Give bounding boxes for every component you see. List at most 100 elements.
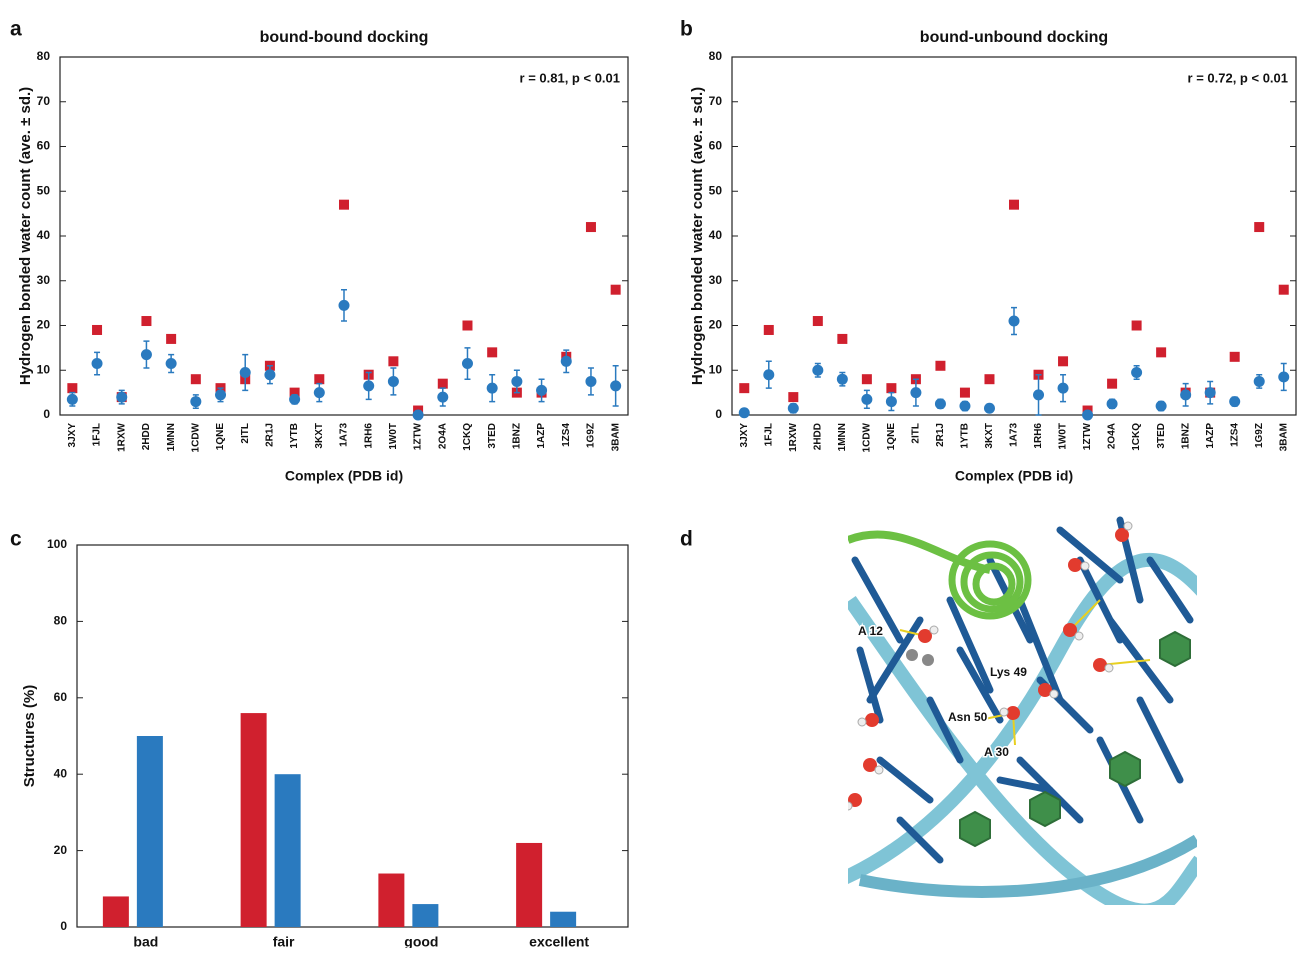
x-tick-label: 1ZS4 — [561, 423, 572, 447]
point-circle — [190, 396, 201, 407]
y-tick-label: 0 — [60, 919, 67, 933]
x-tick-label: 1W0T — [388, 423, 399, 450]
y-tick-label: 30 — [37, 273, 51, 287]
point-square — [788, 392, 798, 402]
point-circle — [1254, 376, 1265, 387]
y-tick-label: 20 — [37, 318, 51, 332]
point-circle — [437, 392, 448, 403]
y-tick-label: 70 — [709, 94, 723, 108]
x-tick-label: good — [404, 934, 438, 948]
x-tick-label: 1A73 — [339, 423, 350, 447]
point-circle — [363, 380, 374, 391]
point-circle — [1058, 383, 1069, 394]
point-circle — [215, 389, 226, 400]
x-tick-label: 1MNN — [837, 423, 848, 451]
point-square — [339, 200, 349, 210]
point-circle — [610, 380, 621, 391]
x-tick-label: 2R1J — [265, 423, 276, 447]
x-tick-label: 1G9Z — [1254, 423, 1265, 448]
point-square — [1230, 352, 1240, 362]
y-tick-label: 0 — [43, 407, 50, 421]
x-tick-label: 1CKQ — [1131, 423, 1142, 451]
x-tick-label: 1RXW — [788, 422, 799, 451]
point-circle — [788, 403, 799, 414]
point-circle — [314, 387, 325, 398]
point-square — [611, 285, 621, 295]
bar — [378, 874, 404, 927]
point-square — [813, 316, 823, 326]
point-square — [1107, 379, 1117, 389]
point-circle — [1229, 396, 1240, 407]
point-square — [1279, 285, 1289, 295]
x-tick-label: 1A73 — [1009, 423, 1020, 447]
point-circle — [166, 358, 177, 369]
x-tick-label: 1BNZ — [1180, 423, 1191, 449]
y-tick-label: 70 — [37, 94, 51, 108]
point-square — [764, 325, 774, 335]
x-tick-label: 1QNE — [215, 423, 226, 451]
x-tick-label: 2O4A — [1107, 423, 1118, 449]
panel-letter: c — [10, 528, 22, 551]
bar — [137, 736, 163, 927]
x-tick-label: 1YTB — [289, 423, 300, 449]
panel-letter: a — [10, 18, 22, 41]
x-tick-label: 2ITL — [911, 423, 922, 444]
x-tick-label: 3JXY — [67, 423, 78, 448]
panel-letter: b — [680, 18, 693, 41]
x-tick-label: 3TED — [487, 423, 498, 449]
bar — [241, 713, 267, 927]
x-tick-label: 1CDW — [190, 422, 201, 452]
y-tick-label: 100 — [47, 537, 67, 551]
point-square — [1156, 347, 1166, 357]
point-square — [984, 374, 994, 384]
point-square — [67, 383, 77, 393]
page: {"chart_data": [ {"type": "scatter", "pa… — [0, 0, 1298, 948]
x-tick-label: 2R1J — [935, 423, 946, 447]
point-square — [1132, 321, 1142, 331]
bar — [516, 843, 542, 927]
y-tick-label: 40 — [709, 228, 723, 242]
y-tick-label: 50 — [709, 183, 723, 197]
y-tick-label: 30 — [709, 273, 723, 287]
image-label: A 30 — [984, 745, 1009, 759]
point-circle — [511, 376, 522, 387]
y-tick-label: 40 — [54, 766, 68, 780]
point-circle — [1082, 410, 1093, 421]
point-circle — [264, 369, 275, 380]
plot-frame — [60, 57, 628, 415]
point-circle — [763, 369, 774, 380]
point-square — [438, 379, 448, 389]
y-tick-label: 80 — [709, 49, 723, 63]
y-axis-label: Hydrogen bonded water count (ave. ± sd.) — [17, 87, 34, 385]
y-tick-label: 60 — [54, 690, 68, 704]
x-tick-label: 1W0T — [1058, 423, 1069, 450]
y-axis-label: Hydrogen bonded water count (ave. ± sd.) — [689, 87, 706, 385]
x-tick-label: 1RH6 — [363, 423, 374, 449]
x-tick-label: bad — [133, 934, 158, 948]
x-tick-label: 3JXY — [739, 423, 750, 448]
point-square — [960, 388, 970, 398]
y-tick-label: 60 — [709, 139, 723, 153]
x-tick-label: 3BAM — [610, 423, 621, 451]
y-tick-label: 80 — [54, 614, 68, 628]
image-label: Asn 50 — [948, 710, 988, 724]
point-circle — [141, 349, 152, 360]
chart-title: bound-bound docking — [260, 29, 429, 46]
point-circle — [92, 358, 103, 369]
point-circle — [388, 376, 399, 387]
point-square — [314, 374, 324, 384]
y-tick-label: 50 — [37, 183, 51, 197]
x-axis-label: Complex (PDB id) — [285, 468, 403, 484]
y-tick-label: 40 — [37, 228, 51, 242]
y-tick-label: 20 — [709, 318, 723, 332]
y-tick-label: 20 — [54, 843, 68, 857]
point-circle — [462, 358, 473, 369]
x-tick-label: excellent — [529, 934, 589, 948]
bar — [103, 896, 129, 927]
point-circle — [116, 392, 127, 403]
point-square — [141, 316, 151, 326]
x-tick-label: 1ZTW — [413, 422, 424, 450]
point-square — [1254, 222, 1264, 232]
point-square — [739, 383, 749, 393]
x-tick-label: 1YTB — [960, 423, 971, 449]
